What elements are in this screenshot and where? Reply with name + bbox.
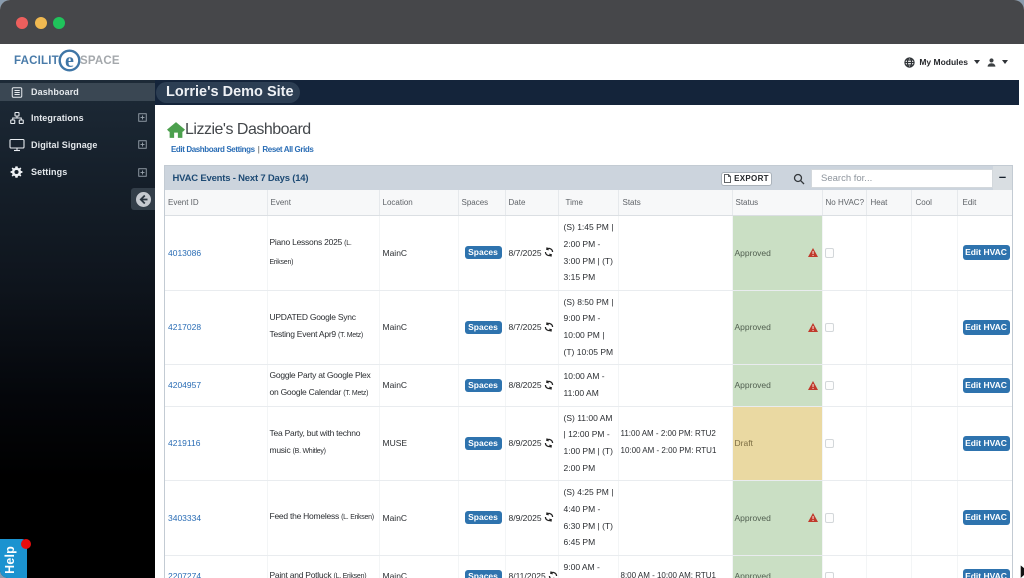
svg-text:e: e bbox=[65, 50, 74, 72]
